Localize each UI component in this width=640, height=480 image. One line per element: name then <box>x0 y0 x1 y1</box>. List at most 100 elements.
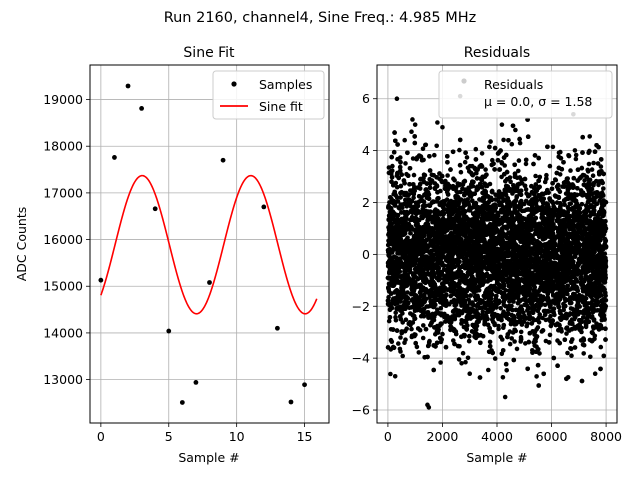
y-tick-label: 19000 <box>43 92 83 107</box>
residual-point <box>462 159 468 165</box>
residual-point <box>406 192 412 198</box>
residual-point <box>532 343 537 348</box>
residual-point <box>588 354 593 360</box>
residual-point <box>409 129 414 134</box>
residual-point <box>389 339 395 345</box>
residual-point <box>565 350 570 356</box>
residual-point <box>507 341 513 347</box>
residual-point <box>471 201 477 207</box>
residual-point <box>409 326 414 332</box>
sample-point <box>302 382 307 388</box>
residual-point <box>455 190 460 195</box>
residuals-plot-area <box>385 93 609 410</box>
residual-point <box>434 143 440 149</box>
residual-point <box>550 144 556 150</box>
residual-point <box>403 161 408 166</box>
residual-point <box>591 160 596 166</box>
residual-point <box>459 361 464 366</box>
residual-point <box>601 186 606 191</box>
y-tick-label: 16000 <box>43 232 83 247</box>
sine-fit-legend-box <box>212 70 325 120</box>
residual-point <box>388 371 393 377</box>
y-tick-label: 15000 <box>43 279 83 294</box>
residual-point <box>456 357 462 362</box>
residual-point <box>435 120 440 125</box>
residual-point <box>420 335 426 341</box>
residual-point <box>470 172 476 178</box>
residual-point <box>386 318 392 324</box>
residual-point <box>544 172 549 178</box>
residual-point <box>533 173 538 179</box>
residual-point <box>473 146 479 152</box>
sample-point <box>112 155 117 160</box>
residual-point <box>598 164 604 169</box>
residual-point <box>411 172 417 178</box>
residual-point <box>568 168 573 173</box>
residual-point <box>386 165 392 170</box>
residual-point <box>517 140 523 146</box>
residual-point <box>395 212 401 218</box>
residual-point <box>509 336 514 341</box>
residual-point <box>529 205 535 211</box>
residual-point <box>483 167 488 172</box>
x-tick-label: 15 <box>297 429 313 444</box>
residual-point <box>421 323 426 328</box>
residual-point <box>579 201 585 207</box>
sample-point <box>274 325 280 331</box>
residual-point <box>514 346 520 352</box>
y-tick-label: 18000 <box>43 139 83 154</box>
residual-point <box>402 137 408 143</box>
residual-point <box>397 346 403 352</box>
residual-point <box>586 161 592 167</box>
sample-point <box>261 204 267 210</box>
residual-point <box>387 315 393 320</box>
residual-point <box>524 323 529 329</box>
sample-point <box>139 106 145 111</box>
residual-point <box>387 200 392 205</box>
sample-point <box>98 277 104 283</box>
residual-point <box>523 341 528 346</box>
residual-point <box>589 167 595 172</box>
residual-point <box>400 353 406 359</box>
residual-point <box>582 178 587 183</box>
residual-point <box>420 146 426 151</box>
residual-point <box>430 199 436 204</box>
residual-point <box>402 192 407 198</box>
sample-point <box>207 280 212 285</box>
residual-point <box>589 330 595 335</box>
residual-point <box>450 183 456 189</box>
residual-point <box>459 303 464 308</box>
residual-point <box>516 168 521 174</box>
residual-point <box>565 176 570 181</box>
residual-point <box>551 306 557 312</box>
residuals-title: Residuals <box>464 45 530 61</box>
residual-point <box>509 303 514 309</box>
residual-point <box>424 304 430 309</box>
legend-samples-marker <box>231 81 237 87</box>
y-tick-label: 13000 <box>43 372 83 387</box>
residual-point <box>398 335 403 340</box>
sine-fit-ticks: 0 5 10 151300014000150001600017000180001900… <box>43 92 312 444</box>
residual-point <box>496 326 501 332</box>
residual-point <box>509 141 515 147</box>
residual-point <box>585 167 590 173</box>
residual-point <box>488 139 493 144</box>
residual-point <box>569 339 574 345</box>
residual-point <box>540 315 545 321</box>
residual-point <box>508 179 513 185</box>
sample-point <box>288 399 294 405</box>
residual-point <box>500 337 505 342</box>
residual-point <box>556 150 562 156</box>
legend-sine-fit-label: Sine fit <box>259 99 303 114</box>
residual-point <box>547 163 553 169</box>
sine-fit-title: Sine Fit <box>183 45 235 61</box>
residual-point <box>590 173 596 178</box>
residual-point <box>414 344 420 350</box>
residual-point <box>460 350 466 356</box>
residual-point <box>501 137 506 143</box>
residual-point <box>444 197 450 202</box>
residual-point <box>393 310 399 316</box>
residual-point <box>416 350 422 355</box>
residual-point <box>582 279 587 284</box>
